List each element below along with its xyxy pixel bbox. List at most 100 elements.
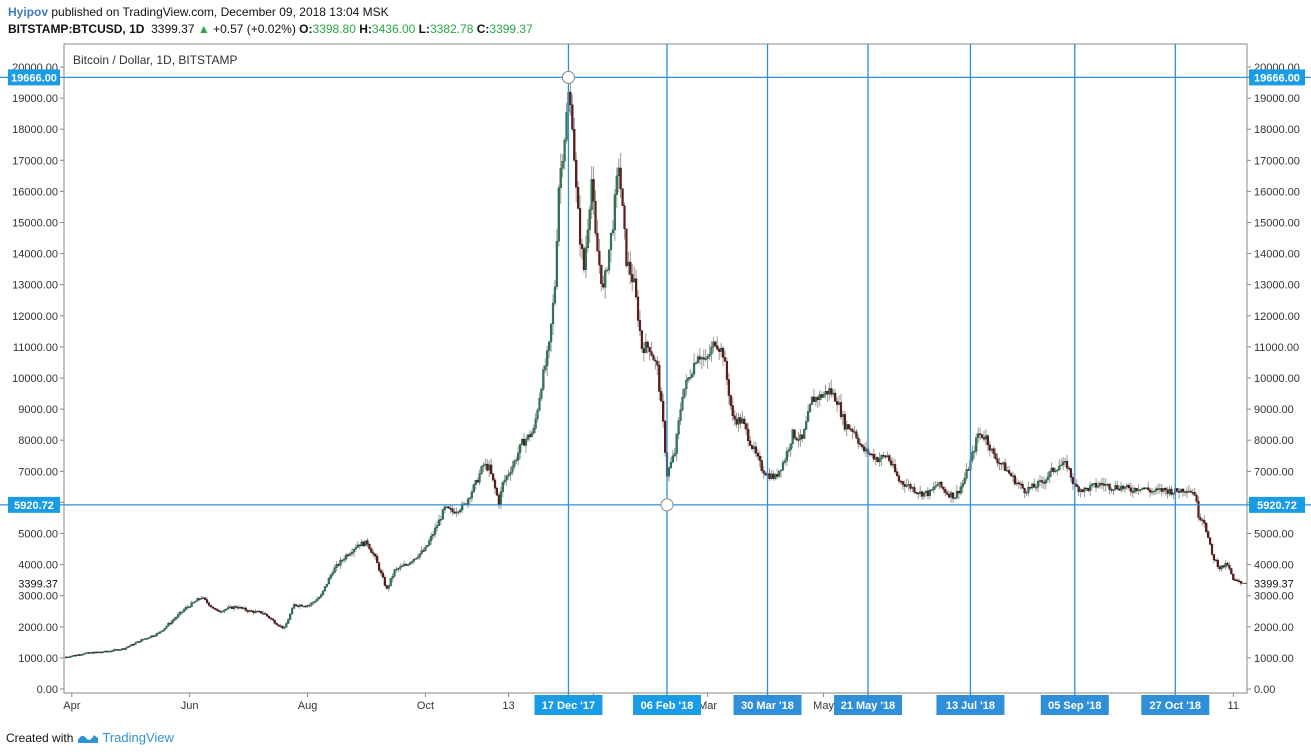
y-tick-label-left: 10000.00 <box>12 373 58 385</box>
candle-up <box>148 637 151 639</box>
candle-up <box>153 635 156 637</box>
candle-up <box>103 650 106 653</box>
candle-up <box>613 194 616 231</box>
candle-down <box>1203 520 1206 524</box>
candle-up <box>163 627 166 631</box>
candle-up <box>389 578 392 586</box>
candle-down <box>621 188 624 206</box>
candle-down <box>847 424 850 430</box>
y-tick-label-right: 16000.00 <box>1254 186 1300 198</box>
candle-up <box>644 341 647 353</box>
candle-up <box>837 402 841 405</box>
candle-up <box>457 511 460 513</box>
candle-down <box>207 602 211 606</box>
candle-down <box>652 355 655 361</box>
candle-up <box>520 439 524 445</box>
candle-down <box>105 650 108 653</box>
candle-up <box>165 625 168 629</box>
candle-down <box>884 455 887 458</box>
author-link[interactable]: Hyipov <box>8 5 49 19</box>
candle-up <box>84 652 87 655</box>
candle-up <box>810 396 814 405</box>
candle-up <box>783 460 787 463</box>
candle-up <box>461 503 464 511</box>
candle-up <box>140 639 143 643</box>
candle-up <box>712 341 715 348</box>
candle-down <box>1234 579 1237 581</box>
candle-down <box>1067 467 1071 470</box>
candle-up <box>319 594 323 598</box>
candle-down <box>497 494 500 505</box>
candle-down <box>1164 487 1167 491</box>
candle-down <box>897 475 901 482</box>
candle-down <box>868 453 872 455</box>
current-price-label-right: 3399.37 <box>1254 578 1294 590</box>
candle-up <box>609 232 613 250</box>
candle-up <box>323 586 327 591</box>
anchor-point-marker[interactable] <box>660 498 674 512</box>
candle-up <box>720 347 723 352</box>
candle-down <box>385 585 388 589</box>
candle-up <box>426 545 429 548</box>
candle-up <box>606 269 609 272</box>
candle-down <box>205 599 209 603</box>
date-label: 27 Oct '18 <box>1150 700 1202 712</box>
price-change: +0.57 (+0.02%) <box>213 22 296 36</box>
level-label-box-left <box>8 496 60 513</box>
y-tick-label-right: 5000.00 <box>1254 529 1294 541</box>
candle-up <box>1083 487 1086 492</box>
candle-up <box>1036 480 1040 488</box>
candle-down <box>820 394 823 398</box>
candle-down <box>372 552 375 555</box>
candle-up <box>559 168 562 189</box>
candle-up <box>752 446 756 449</box>
candle-up <box>551 302 555 325</box>
candle-up <box>907 484 910 486</box>
candle-up <box>824 390 827 395</box>
candle-down <box>1212 554 1216 561</box>
candle-down <box>578 208 582 245</box>
y-tick-label-right: 14000.00 <box>1254 249 1300 261</box>
anchor-point-marker[interactable] <box>561 70 575 84</box>
candle-down <box>890 460 893 466</box>
candle-down <box>1205 522 1208 532</box>
symbol-info-bar: BITSTAMP:BTCUSD, 1D 3399.37 ▲ +0.57 (+0.… <box>8 22 533 36</box>
candle-up <box>530 432 533 438</box>
candle-up <box>310 602 313 606</box>
candle-up <box>1139 489 1142 491</box>
candle-up <box>499 491 502 505</box>
candle-up <box>538 398 541 411</box>
candle-down <box>522 439 526 446</box>
candle-down <box>762 470 765 474</box>
candle-up <box>677 420 680 435</box>
candle-up <box>880 455 883 460</box>
y-tick-label-right: 0.00 <box>1254 684 1275 696</box>
candle-down <box>213 608 216 610</box>
tradingview-brand[interactable]: TradingView <box>77 730 174 745</box>
candle-down <box>575 159 578 188</box>
candle-down <box>405 564 408 566</box>
candle-up <box>517 452 520 461</box>
candle-up <box>410 561 414 563</box>
level-label-left: 19666.00 <box>11 72 57 84</box>
candle-down <box>594 200 597 234</box>
candle-up <box>1137 489 1140 491</box>
candle-up <box>72 655 75 657</box>
candle-down <box>600 264 603 285</box>
candle-up <box>1104 484 1107 486</box>
close-value: 3399.37 <box>489 22 533 36</box>
candle-down <box>273 619 276 624</box>
candle-up <box>219 611 222 613</box>
candle-down <box>204 597 207 600</box>
candle-up <box>314 600 317 603</box>
candle-up <box>167 623 170 627</box>
candle-up <box>671 455 674 463</box>
y-tick-label-left: 18000.00 <box>12 124 58 136</box>
candle-up <box>679 409 682 421</box>
candle-up <box>692 363 696 375</box>
candle-up <box>563 140 566 162</box>
candle-up <box>115 649 118 651</box>
candle-up <box>403 564 406 567</box>
candle-down <box>571 104 574 130</box>
